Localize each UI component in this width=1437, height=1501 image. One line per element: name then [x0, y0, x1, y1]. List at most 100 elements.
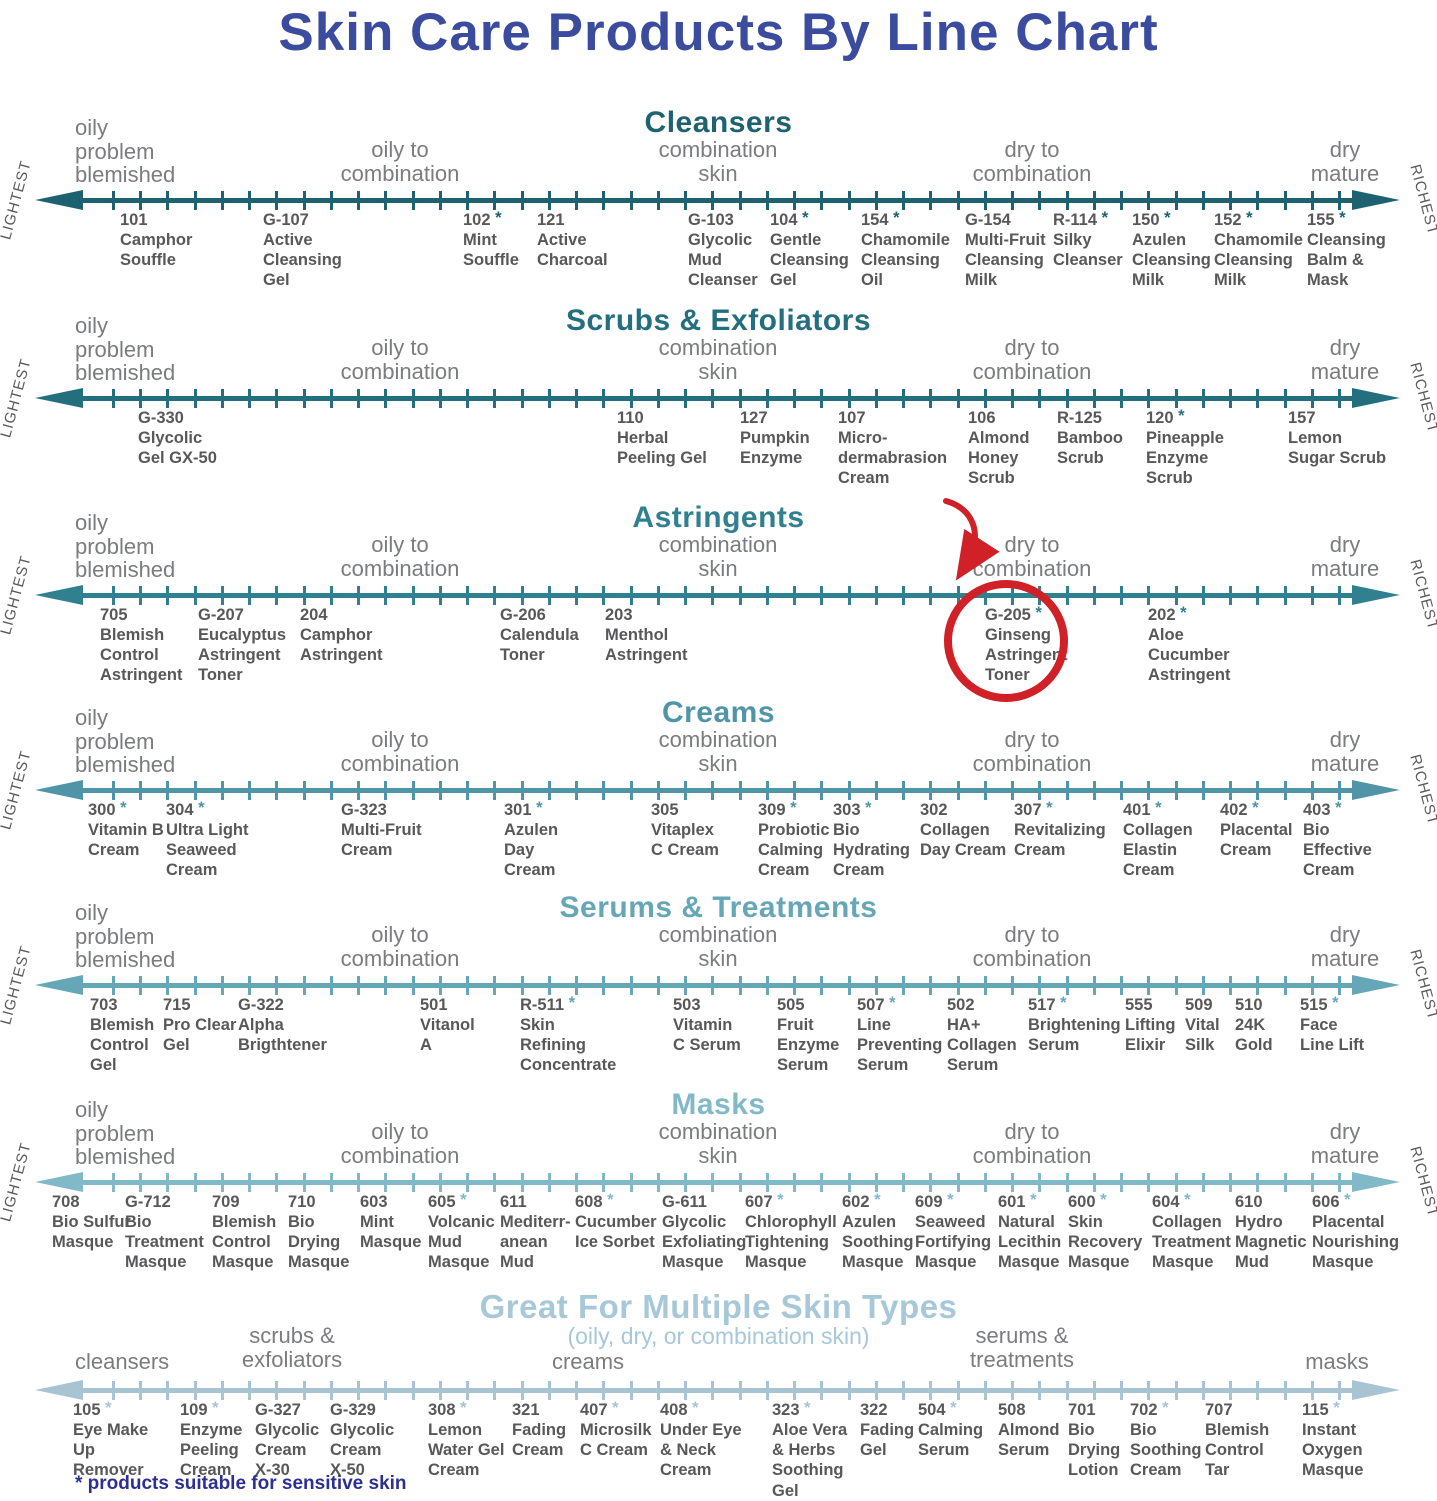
- product-703: 703 Blemish Control Gel: [90, 995, 154, 1076]
- axis-tick: [139, 191, 143, 210]
- axis-tick: [302, 781, 306, 800]
- product-name: Azulen Cleansing Milk: [1132, 231, 1211, 290]
- zone-label-3: dry to combination: [972, 1119, 1092, 1168]
- axis-tick: [629, 976, 633, 995]
- product-code: 202 *: [1148, 604, 1187, 624]
- axis-tick: [1338, 781, 1341, 800]
- axis-arrowhead-right-icon: [1352, 388, 1400, 408]
- axis-tick: [520, 191, 524, 210]
- product-code: 403 *: [1303, 799, 1342, 819]
- product-120: 120 * Pineapple Enzyme Scrub: [1146, 407, 1224, 489]
- axis-tick: [1229, 1173, 1233, 1192]
- axis-tick: [711, 781, 715, 800]
- product-code: 606 *: [1312, 1191, 1351, 1211]
- product-code: 503: [673, 996, 701, 1014]
- product-code: 611: [500, 1193, 527, 1211]
- product-code: 101: [120, 211, 148, 229]
- product-name: Pumpkin Enzyme: [740, 429, 810, 468]
- product-101: 101 Camphor Souffle: [120, 210, 192, 270]
- axis-tick: [602, 1173, 606, 1192]
- product-code: G-323: [341, 801, 387, 819]
- axis-tick: [1310, 976, 1314, 995]
- product-code: 322: [860, 1401, 888, 1419]
- axis-tick: [983, 191, 987, 210]
- product-300: 300 * Vitamin B Cream: [88, 799, 164, 860]
- axis-tick: [1256, 586, 1260, 605]
- product-105: 105 * Eye Make Up Remover: [73, 1399, 148, 1481]
- product-code: G-206: [500, 606, 546, 624]
- product-code: G-327: [255, 1401, 301, 1419]
- axis-tick: [874, 976, 878, 995]
- product-code: 150 *: [1132, 209, 1171, 229]
- axis-tick: [765, 1173, 769, 1192]
- axis-tick: [411, 1381, 415, 1400]
- product-code: 407 *: [580, 1399, 619, 1419]
- product-G-207: G-207 Eucalyptus Astringent Toner: [198, 605, 286, 686]
- sensitive-skin-asterisk: *: [1330, 799, 1342, 817]
- axis-tick: [1147, 191, 1151, 210]
- sensitive-skin-asterisk: *: [1179, 1191, 1191, 1209]
- product-code: 105 *: [73, 1399, 112, 1419]
- axis-tick: [929, 191, 933, 210]
- axis-tick: [411, 1173, 415, 1192]
- product-code: 708: [52, 1193, 80, 1211]
- product-322: 322 Fading Gel: [860, 1400, 914, 1460]
- product-name: Calming Serum: [918, 1421, 984, 1460]
- axis-tick: [929, 976, 933, 995]
- product-name: Bio Soothing Cream: [1130, 1421, 1202, 1480]
- product-code: 305: [651, 801, 679, 819]
- product-name: Silky Cleanser: [1053, 231, 1123, 270]
- axis-tick: [1338, 1381, 1341, 1400]
- axis-tick: [711, 1381, 715, 1400]
- product-code: 707: [1205, 1401, 1233, 1419]
- product-name: Cleansing Balm & Mask: [1307, 231, 1386, 290]
- product-157: 157 Lemon Sugar Scrub: [1288, 408, 1386, 468]
- axis-tick: [112, 1173, 115, 1192]
- axis-tick: [602, 586, 606, 605]
- product-708: 708 Bio Sulfur Masque: [52, 1192, 131, 1252]
- axis-tick: [329, 389, 333, 408]
- product-name: HA+ Collagen Serum: [947, 1016, 1017, 1075]
- axis-tick: [493, 586, 497, 605]
- axis-tick: [656, 389, 660, 408]
- axis-tick: [1065, 1173, 1069, 1192]
- axis-tick: [929, 1173, 933, 1192]
- axis-tick: [329, 1381, 333, 1400]
- product-name: Lemon Water Gel Cream: [428, 1421, 505, 1480]
- axis-tick: [466, 389, 470, 408]
- axis-tick: [738, 781, 742, 800]
- richest-label: RICHEST: [1406, 557, 1437, 633]
- product-202: 202 * Aloe Cucumber Astringent: [1148, 604, 1231, 686]
- axis-tick: [329, 191, 333, 210]
- axis-tick: [656, 1381, 660, 1400]
- product-602: 602 * Azulen Soothing Masque: [842, 1191, 913, 1273]
- axis-tick: [438, 389, 442, 408]
- product-601: 601 * Natural Lecithin Masque: [998, 1191, 1061, 1273]
- axis-tick: [1201, 389, 1205, 408]
- axis-tick: [1092, 976, 1096, 995]
- axis-tick: [1338, 389, 1341, 408]
- zone-label-2: combination skin: [658, 922, 778, 971]
- product-code: G-322: [238, 996, 284, 1014]
- product-name: Bio Hydrating Cream: [833, 821, 911, 880]
- axis-tick: [1256, 976, 1260, 995]
- axis-tick: [738, 389, 742, 408]
- axis-tick: [656, 191, 660, 210]
- axis-tick: [302, 976, 306, 995]
- product-403: 403 * Bio Effective Cream: [1303, 799, 1372, 881]
- row-scrubs-exfoliators: Scrubs & Exfoliators oily problem blemish…: [0, 306, 1437, 506]
- axis-tick: [1065, 781, 1069, 800]
- row-title-serums-treatments: Serums & Treatments: [559, 891, 878, 924]
- product-107: 107 Micro- dermabrasion Cream: [838, 408, 947, 489]
- product-515: 515 * Face Line Lift: [1300, 994, 1364, 1055]
- axis-tick: [902, 781, 906, 800]
- product-303: 303 * Bio Hydrating Cream: [833, 799, 911, 881]
- axis-tick: [820, 781, 824, 800]
- product-name: Pineapple Enzyme Scrub: [1146, 429, 1224, 488]
- axis-tick: [1038, 781, 1042, 800]
- axis-tick: [738, 1381, 742, 1400]
- zone-label-0: cleansers: [75, 1349, 170, 1374]
- axis-tick: [302, 586, 306, 605]
- axis-tick: [1065, 586, 1069, 605]
- product-name: Multi-Fruit Cleansing Milk: [965, 231, 1046, 290]
